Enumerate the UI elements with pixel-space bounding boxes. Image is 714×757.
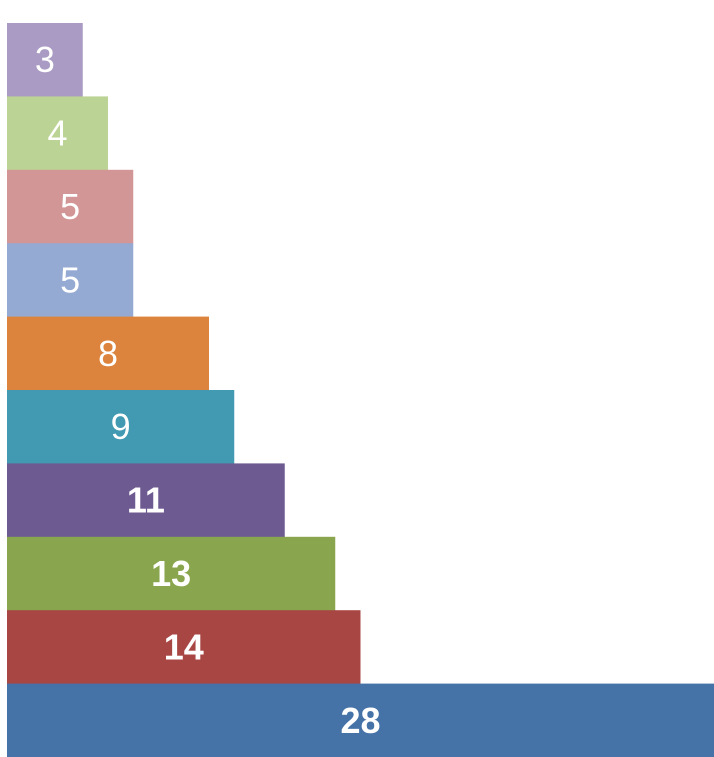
bar-9 <box>7 683 714 757</box>
bar-value-label-5: 9 <box>111 406 131 447</box>
bar-8 <box>7 610 361 685</box>
bar-value-label-7: 13 <box>151 553 191 594</box>
bar-5 <box>7 390 235 464</box>
bar-value-label-9: 28 <box>340 700 380 741</box>
bar-6 <box>7 463 285 538</box>
bar-value-label-1: 4 <box>47 113 67 154</box>
bar-3 <box>7 243 134 318</box>
bar-4 <box>7 316 209 391</box>
bar-2 <box>7 169 134 244</box>
bar-value-label-6: 11 <box>127 480 165 521</box>
bar-value-label-3: 5 <box>60 259 80 300</box>
bar-value-label-8: 14 <box>164 626 204 667</box>
bar-1 <box>7 96 108 171</box>
bar-value-label-2: 5 <box>60 186 80 227</box>
bar-value-label-4: 8 <box>98 333 118 374</box>
bars-group <box>7 23 714 757</box>
bar-7 <box>7 536 336 611</box>
bar-0 <box>7 23 83 97</box>
bar-value-label-0: 3 <box>35 39 55 80</box>
